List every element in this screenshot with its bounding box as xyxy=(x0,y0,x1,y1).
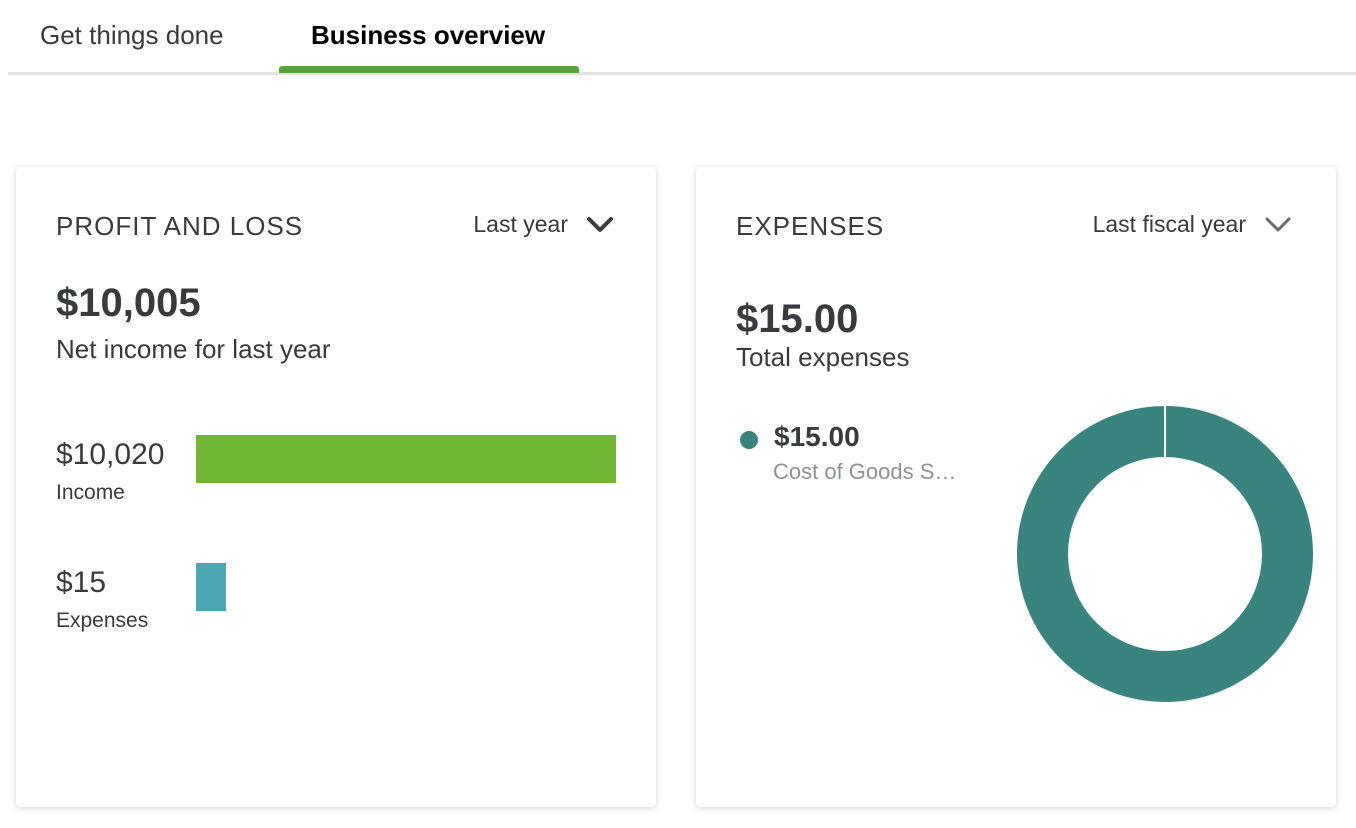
net-income-label: Net income for last year xyxy=(56,334,331,364)
chevron-down-icon xyxy=(587,216,613,232)
profit-and-loss-card: PROFIT AND LOSS Last year $10,005 Net in… xyxy=(16,167,656,807)
total-expenses-amount[interactable]: $15.00 xyxy=(736,297,859,341)
tab-business-overview[interactable]: Business overview xyxy=(311,20,546,50)
income-amount: $10,020 xyxy=(56,438,165,471)
expenses-card: EXPENSES Last fiscal year $15.00 Total e… xyxy=(696,167,1336,807)
tab-get-things-done[interactable]: Get things done xyxy=(40,20,224,50)
pl-period-label: Last year xyxy=(473,211,568,237)
ex-period-dropdown[interactable]: Last fiscal year xyxy=(1093,211,1292,238)
legend-dot xyxy=(740,431,758,449)
net-income-amount[interactable]: $10,005 xyxy=(56,281,201,325)
total-expenses-label: Total expenses xyxy=(736,342,910,372)
tab-bar: Get things done Business overview xyxy=(8,0,1356,75)
pl-period-dropdown[interactable]: Last year xyxy=(473,211,614,238)
expenses-bar[interactable] xyxy=(196,563,226,611)
donut-segment-cost-of-goods[interactable] xyxy=(1017,406,1313,702)
chevron-down-icon xyxy=(1265,217,1291,231)
legend-amount[interactable]: $15.00 xyxy=(774,421,860,452)
ex-period-label: Last fiscal year xyxy=(1092,211,1246,237)
expenses-amount: $15 xyxy=(56,566,107,599)
expenses-donut-chart[interactable] xyxy=(1016,405,1314,703)
income-label: Income xyxy=(56,481,125,504)
expenses-label: Expenses xyxy=(56,609,149,632)
legend-category-label: Cost of Goods S… xyxy=(773,459,957,484)
profit-and-loss-title: PROFIT AND LOSS xyxy=(56,211,304,241)
income-bar[interactable] xyxy=(196,435,616,483)
expenses-title: EXPENSES xyxy=(736,211,885,241)
active-tab-indicator xyxy=(279,66,579,73)
